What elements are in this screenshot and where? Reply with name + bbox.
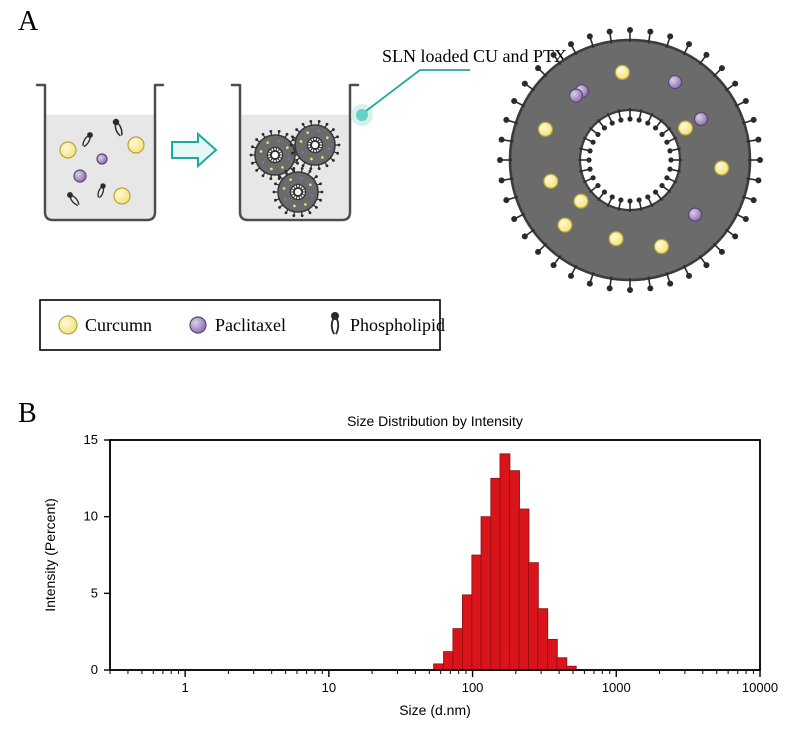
legend-paclitaxel-label: Paclitaxel bbox=[215, 315, 286, 335]
figure-page: A SLN loaded CU and PTXCurcumnPaclitaxel… bbox=[0, 0, 800, 733]
chart-title: Size Distribution by Intensity bbox=[347, 413, 523, 429]
histogram-bar bbox=[500, 454, 510, 670]
panel-a: SLN loaded CU and PTX Curcumn Paclitaxel Ph… bbox=[0, 0, 800, 380]
y-tick-label: 15 bbox=[84, 432, 98, 447]
x-tick-label: 10000 bbox=[742, 680, 778, 695]
y-tick-label: 0 bbox=[91, 662, 98, 677]
panel-a-svg: SLN loaded CU and PTX Curcumn Paclitaxel Ph… bbox=[0, 0, 800, 380]
x-tick-label: 1000 bbox=[602, 680, 631, 695]
histogram-bar bbox=[462, 595, 472, 670]
histogram-bar bbox=[491, 478, 501, 670]
histogram-bar bbox=[434, 664, 444, 670]
x-tick-label: 100 bbox=[462, 680, 484, 695]
histogram-bar bbox=[453, 629, 463, 670]
histogram-bar bbox=[557, 658, 567, 670]
y-axis-label: Intensity (Percent) bbox=[42, 498, 58, 612]
panel-b: Size Distribution by Intensity 0 5 10 15 1 10 1… bbox=[0, 400, 800, 730]
histogram-bar bbox=[444, 652, 454, 670]
histogram-bar bbox=[481, 517, 491, 670]
histogram-bar bbox=[547, 639, 557, 670]
size-distribution-chart: Size Distribution by Intensity 0 5 10 15 1 10 1… bbox=[0, 400, 800, 730]
legend-curcumin-label: Curcumn bbox=[85, 315, 152, 335]
x-axis-label: Size (d.nm) bbox=[399, 702, 471, 718]
legend-phospholipid-label: Phospholipid bbox=[350, 315, 445, 335]
y-tick-label: 10 bbox=[84, 509, 98, 524]
y-tick-label: 5 bbox=[91, 585, 98, 600]
histogram-bar bbox=[528, 563, 538, 670]
x-tick-label: 10 bbox=[322, 680, 336, 695]
histogram-bar bbox=[538, 609, 548, 670]
histogram-bar bbox=[519, 509, 529, 670]
histogram-bar bbox=[510, 471, 520, 670]
x-tick-label: 1 bbox=[182, 680, 189, 695]
sln-annotation: SLN loaded CU and PTX bbox=[382, 46, 567, 66]
histogram-bar bbox=[472, 555, 482, 670]
